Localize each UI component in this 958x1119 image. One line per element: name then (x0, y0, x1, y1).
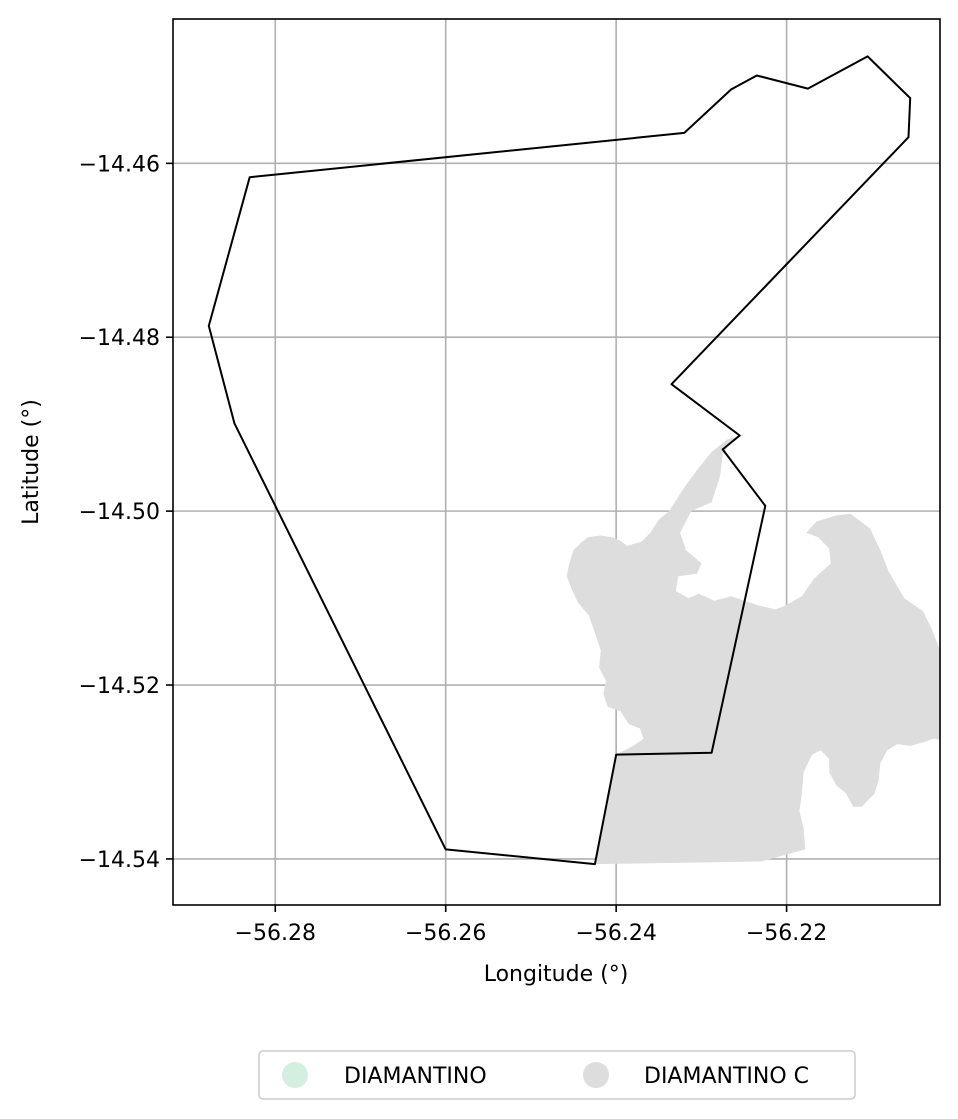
legend-label-diamantino: DIAMANTINO (344, 1064, 487, 1089)
x-tick-label: −56.22 (746, 921, 827, 946)
y-tick-label: −14.46 (79, 152, 160, 177)
diamantino-c-region (566, 433, 940, 865)
y-axis-ticks: −14.46 −14.48 −14.50 −14.52 −14.54 (79, 152, 173, 873)
legend-marker-diamantino (282, 1062, 308, 1088)
gridlines (173, 19, 940, 905)
y-tick-label: −14.52 (79, 674, 160, 699)
y-tick-label: −14.54 (79, 848, 160, 873)
x-tick-label: −56.28 (235, 921, 316, 946)
y-tick-label: −14.48 (79, 326, 160, 351)
legend-frame (258, 1050, 856, 1100)
diamantino-boundary (207, 55, 912, 866)
plot-frame (172, 18, 941, 906)
legend: DIAMANTINO DIAMANTINO C (258, 1050, 856, 1100)
x-axis-ticks: −56.28 −56.26 −56.24 −56.22 (235, 905, 827, 946)
x-axis-label: Longitude (°) (484, 962, 629, 987)
y-axis-label: Latitude (°) (19, 399, 44, 525)
y-tick-label: −14.50 (79, 500, 160, 525)
x-tick-label: −56.24 (575, 921, 656, 946)
x-tick-label: −56.26 (405, 921, 486, 946)
legend-marker-diamantino-c (583, 1062, 609, 1088)
legend-label-diamantino-c: DIAMANTINO C (644, 1064, 809, 1089)
